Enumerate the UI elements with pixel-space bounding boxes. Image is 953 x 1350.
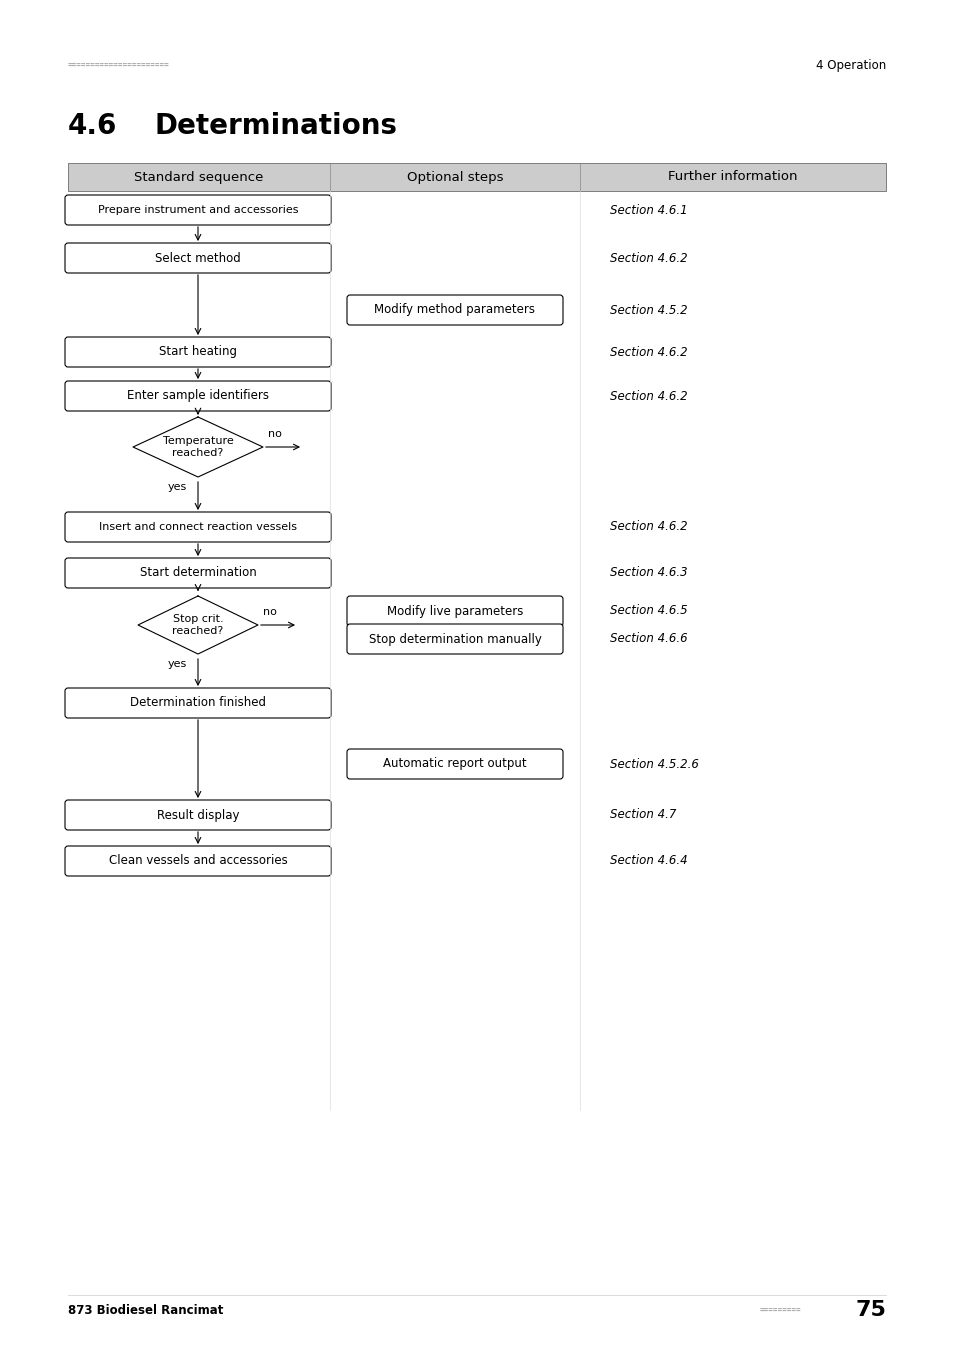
FancyBboxPatch shape (65, 688, 331, 718)
Text: Section 4.6.1: Section 4.6.1 (609, 204, 687, 216)
FancyBboxPatch shape (65, 381, 331, 410)
FancyBboxPatch shape (65, 512, 331, 541)
Text: Section 4.6.2: Section 4.6.2 (609, 390, 687, 402)
Text: Further information: Further information (667, 170, 797, 184)
FancyBboxPatch shape (347, 749, 562, 779)
FancyBboxPatch shape (65, 846, 331, 876)
Bar (68, 163, 885, 190)
Text: Section 4.6.6: Section 4.6.6 (609, 633, 687, 645)
Text: Section 4.6.2: Section 4.6.2 (609, 251, 687, 265)
Text: Result display: Result display (156, 809, 239, 822)
Text: Section 4.5.2.6: Section 4.5.2.6 (609, 757, 699, 771)
Text: Stop determination manually: Stop determination manually (368, 633, 541, 645)
Text: no: no (263, 608, 276, 617)
FancyBboxPatch shape (347, 595, 562, 626)
Text: Modify method parameters: Modify method parameters (375, 304, 535, 316)
FancyBboxPatch shape (347, 624, 562, 653)
Text: Enter sample identifiers: Enter sample identifiers (127, 390, 269, 402)
Text: Section 4.6.4: Section 4.6.4 (609, 855, 687, 868)
Text: Modify live parameters: Modify live parameters (386, 605, 522, 617)
Text: Section 4.7: Section 4.7 (609, 809, 676, 822)
Text: 873 Biodiesel Rancimat: 873 Biodiesel Rancimat (68, 1304, 223, 1316)
FancyBboxPatch shape (347, 296, 562, 325)
Text: Prepare instrument and accessories: Prepare instrument and accessories (97, 205, 298, 215)
Text: 4.6: 4.6 (68, 112, 117, 140)
Text: Section 4.6.5: Section 4.6.5 (609, 605, 687, 617)
Text: Start heating: Start heating (159, 346, 236, 359)
Text: Determinations: Determinations (154, 112, 397, 140)
Text: 4 Operation: 4 Operation (815, 58, 885, 72)
Text: Stop crit.
reached?: Stop crit. reached? (172, 614, 223, 636)
Text: no: no (268, 429, 281, 439)
Text: Standard sequence: Standard sequence (134, 170, 263, 184)
Text: Section 4.5.2: Section 4.5.2 (609, 304, 687, 316)
Text: Section 4.6.2: Section 4.6.2 (609, 521, 687, 533)
Text: Section 4.6.2: Section 4.6.2 (609, 346, 687, 359)
Text: Optional steps: Optional steps (406, 170, 503, 184)
Text: Select method: Select method (155, 251, 240, 265)
Text: 75: 75 (854, 1300, 885, 1320)
Text: Automatic report output: Automatic report output (383, 757, 526, 771)
Text: Section 4.6.3: Section 4.6.3 (609, 567, 687, 579)
FancyBboxPatch shape (65, 194, 331, 225)
FancyBboxPatch shape (65, 243, 331, 273)
Text: Clean vessels and accessories: Clean vessels and accessories (109, 855, 287, 868)
FancyBboxPatch shape (65, 338, 331, 367)
Text: yes: yes (168, 659, 187, 670)
Text: ======================: ====================== (68, 61, 170, 69)
Text: Start determination: Start determination (139, 567, 256, 579)
Text: =========: ========= (760, 1305, 801, 1315)
FancyBboxPatch shape (65, 558, 331, 589)
Text: Determination finished: Determination finished (130, 697, 266, 710)
Text: Insert and connect reaction vessels: Insert and connect reaction vessels (99, 522, 296, 532)
Text: Temperature
reached?: Temperature reached? (162, 436, 233, 458)
Text: yes: yes (168, 482, 187, 491)
FancyBboxPatch shape (65, 801, 331, 830)
